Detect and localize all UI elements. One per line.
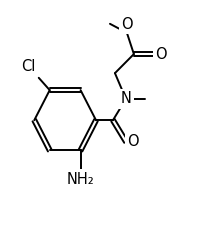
Text: NH₂: NH₂ xyxy=(67,172,95,187)
Text: O: O xyxy=(155,47,166,62)
Text: O: O xyxy=(127,134,139,149)
Text: Cl: Cl xyxy=(21,59,36,74)
Text: N: N xyxy=(120,91,131,106)
Text: O: O xyxy=(121,17,133,32)
